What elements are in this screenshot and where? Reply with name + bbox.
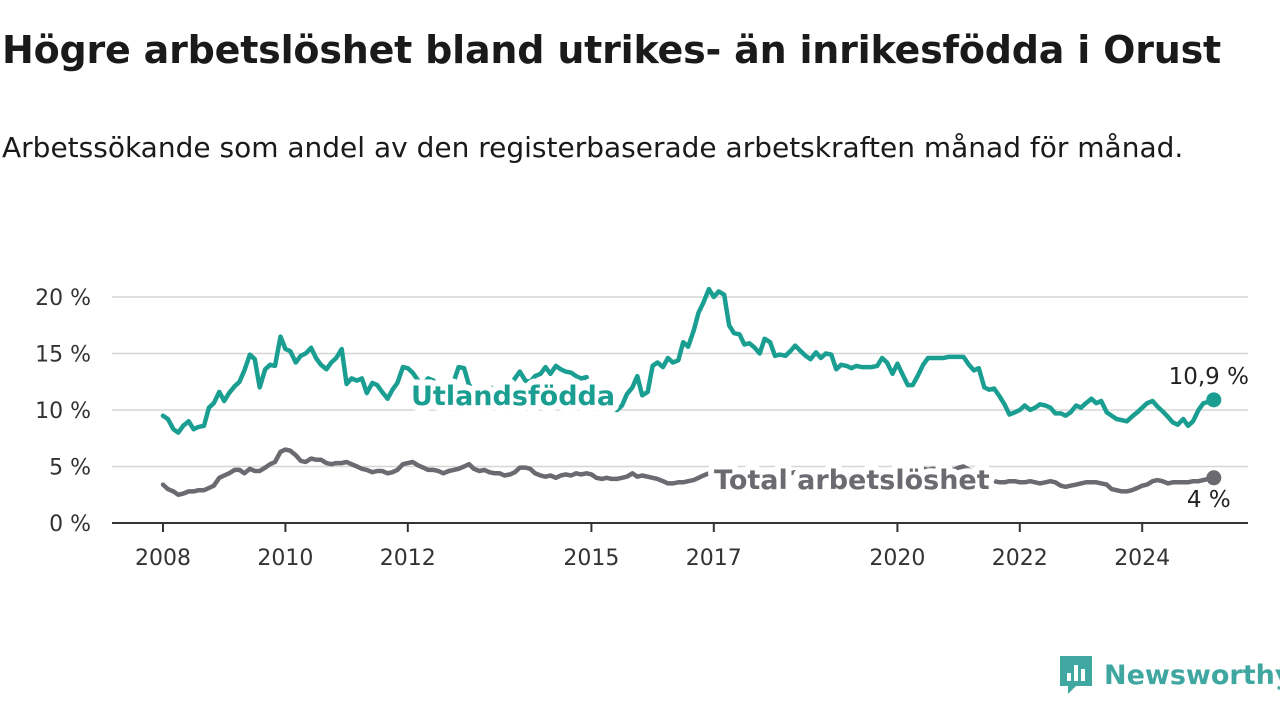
y-tick-label: 0 % [49, 512, 91, 537]
chart-subtitle: Arbetssökande som andel av den registerb… [2, 131, 1184, 164]
y-tick-label: 5 % [49, 456, 91, 481]
grid-lines [112, 296, 1248, 524]
chart-title: Högre arbetslöshet bland utrikes- än inr… [2, 28, 1221, 72]
series-lines [160, 286, 1217, 498]
end-marker-1 [1206, 470, 1222, 486]
brand-name: Newsworthy [1104, 659, 1280, 691]
bar-chart-speech-icon [1060, 656, 1092, 694]
series-annotation-0: Utlandsfödda [411, 381, 615, 412]
end-value-label-1: 4 % [1187, 487, 1231, 513]
series-line-0 [160, 286, 1217, 435]
x-tick-label: 2024 [1114, 546, 1170, 571]
x-tick-label: 2017 [686, 546, 742, 571]
series-annotation-1: Total arbetslöshet [714, 465, 990, 496]
y-tick-label: 20 % [35, 286, 91, 311]
end-marker-0 [1206, 392, 1222, 408]
x-ticks: 2008 2010 2012 2015 2017 2020 2022 2024 [135, 523, 1170, 571]
x-tick-label: 2022 [992, 546, 1048, 571]
x-tick-label: 2020 [869, 546, 925, 571]
y-tick-label: 15 % [35, 343, 91, 368]
series-endpoints: 10,9 % 4 % [1169, 364, 1249, 513]
x-tick-label: 2012 [380, 546, 436, 571]
end-value-label-0: 10,9 % [1169, 364, 1249, 390]
y-tick-label: 10 % [35, 399, 91, 424]
x-tick-label: 2008 [135, 546, 191, 571]
y-tick-labels: 0 % 5 % 10 % 15 % 20 % [35, 286, 91, 537]
series-line-1 [160, 447, 1217, 498]
series-annotations: Utlandsfödda Total arbetslöshet [405, 375, 996, 502]
newsworthy-logo[interactable]: Newsworthy [1058, 654, 1280, 696]
x-tick-label: 2010 [257, 546, 313, 571]
line-chart: 0 %5 %10 %15 %20 % 2008 2010 2012 2015 2017 2… [35, 286, 1249, 571]
x-tick-label: 2015 [563, 546, 619, 571]
